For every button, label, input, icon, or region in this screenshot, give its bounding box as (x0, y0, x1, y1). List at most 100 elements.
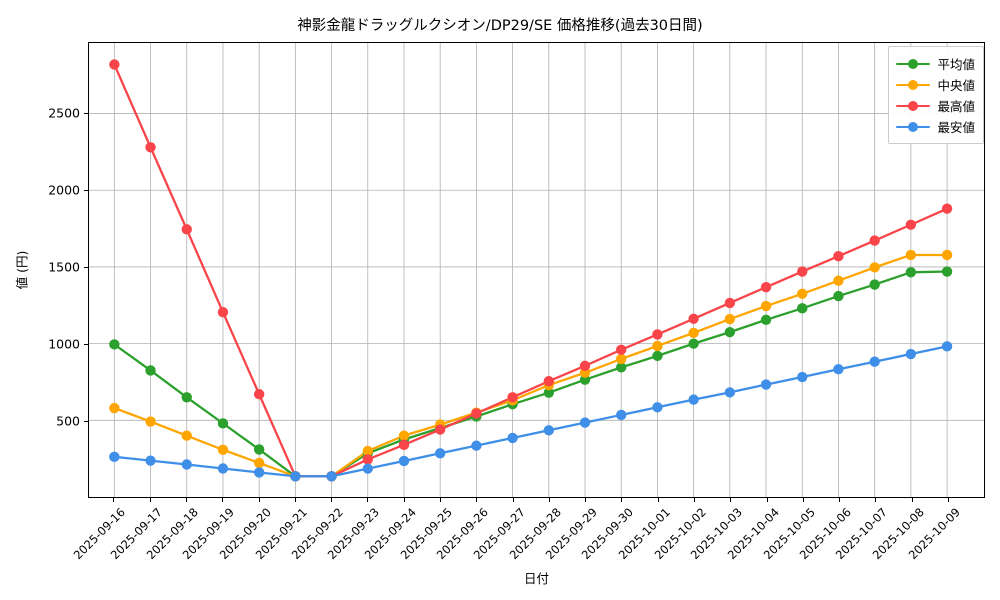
data-point (833, 275, 844, 286)
x-tick-mark (222, 498, 224, 502)
x-tick-mark (947, 498, 949, 502)
data-point (760, 281, 772, 293)
y-tick-label: 500 (56, 413, 80, 429)
legend-swatch (896, 57, 931, 71)
data-point (398, 455, 410, 467)
data-point (543, 387, 555, 398)
data-point (760, 314, 772, 326)
legend-item[interactable]: 中央値 (896, 74, 975, 95)
data-point (724, 313, 736, 325)
y-tick-mark (84, 189, 88, 191)
data-point (833, 364, 844, 375)
x-tick-mark (476, 498, 478, 502)
x-tick-mark (621, 498, 623, 502)
legend-swatch (896, 99, 931, 113)
legend-label: 中央値 (937, 78, 975, 93)
data-point (760, 300, 772, 312)
legend-label: 平均値 (937, 57, 975, 72)
x-tick-mark (331, 498, 333, 502)
data-point (109, 339, 120, 350)
legend-item[interactable]: 最安値 (896, 116, 975, 137)
y-tick-label: 2000 (48, 182, 80, 198)
legend-marker-dot (908, 100, 919, 111)
data-point (217, 463, 229, 474)
series-markers (109, 59, 953, 482)
data-point (616, 362, 627, 373)
data-point (398, 430, 410, 441)
y-tick-label: 2500 (48, 105, 80, 121)
data-point (724, 387, 736, 398)
data-point (290, 471, 301, 482)
legend-swatch (896, 78, 931, 92)
data-point (652, 340, 663, 352)
chart-title: 神影金龍ドラッグルクシオン/DP29/SE 価格推移(過去30日間) (297, 18, 703, 34)
data-point (145, 455, 156, 466)
data-point (217, 444, 229, 455)
data-point (797, 288, 808, 299)
y-tick-mark (84, 266, 88, 268)
data-point (869, 356, 880, 367)
data-point (869, 262, 880, 273)
data-point (109, 451, 120, 462)
data-point (109, 402, 120, 414)
grid-lines (89, 43, 984, 497)
data-point (797, 303, 808, 314)
data-point (253, 444, 265, 455)
y-tick-mark (84, 112, 88, 114)
x-tick-mark (439, 498, 441, 502)
data-point (905, 348, 917, 360)
y-tick-mark (84, 420, 88, 422)
y-tick-label: 1500 (48, 259, 80, 275)
x-tick-mark (766, 498, 768, 502)
data-point (579, 417, 591, 428)
data-point (326, 471, 337, 482)
data-point (905, 219, 917, 230)
data-point (253, 467, 265, 478)
x-tick-mark (802, 498, 804, 502)
x-tick-mark (657, 498, 659, 502)
data-point (797, 266, 808, 277)
data-point (760, 379, 772, 390)
chart-legend: 平均値中央値最高値最安値 (888, 46, 984, 144)
x-tick-mark (548, 498, 550, 502)
data-point (652, 350, 663, 362)
data-point (688, 327, 699, 339)
data-point (905, 267, 917, 278)
x-tick-mark (294, 498, 296, 502)
y-axis-label-container: 値 (円) (15, 42, 30, 498)
data-point (435, 424, 446, 435)
data-point (362, 454, 373, 465)
legend-item[interactable]: 最高値 (896, 95, 975, 116)
data-point (797, 371, 808, 383)
data-point (688, 338, 699, 349)
data-point (435, 448, 446, 459)
data-point (941, 341, 953, 352)
x-tick-mark (113, 498, 115, 502)
data-point (507, 432, 518, 444)
data-point (833, 251, 844, 262)
data-point (181, 224, 192, 235)
x-tick-mark (512, 498, 514, 502)
data-point (724, 297, 736, 309)
data-point (362, 463, 373, 474)
data-point (652, 329, 663, 340)
data-point (905, 249, 917, 261)
series-line (113, 270, 949, 478)
series-lines (113, 63, 949, 478)
series-line (113, 63, 949, 478)
data-point (471, 440, 482, 451)
data-point (253, 457, 265, 469)
data-point (688, 394, 699, 405)
y-axis-label: 値 (円) (14, 250, 30, 290)
x-tick-mark (403, 498, 405, 502)
data-point (652, 402, 663, 413)
legend-label: 最高値 (937, 99, 975, 114)
data-point (616, 353, 627, 365)
legend-item[interactable]: 平均値 (896, 53, 975, 74)
data-point (253, 389, 265, 400)
data-point (543, 425, 555, 436)
data-point (181, 459, 192, 470)
y-tick-mark (84, 343, 88, 345)
data-point (507, 392, 518, 403)
data-point (145, 142, 156, 153)
